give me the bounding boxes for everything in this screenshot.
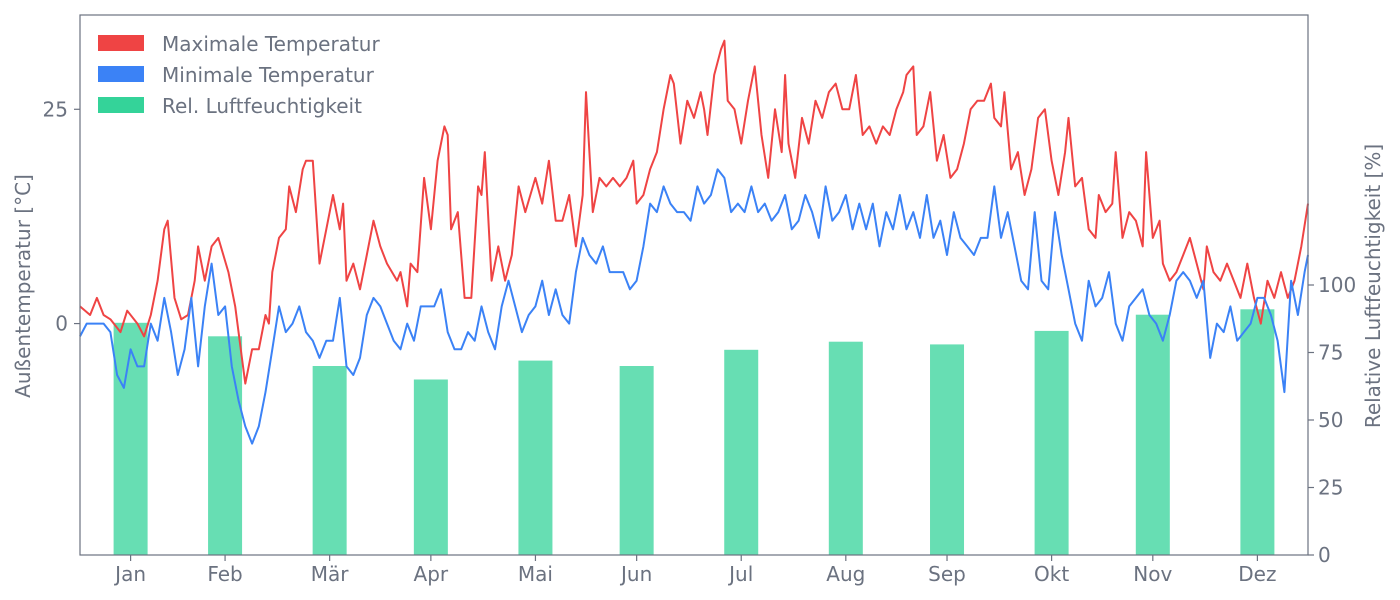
x-tick-label-1: Feb <box>207 562 242 586</box>
humidity-bar-9 <box>1034 330 1069 555</box>
humidity-bar-8 <box>930 344 965 555</box>
humidity-bar-4 <box>518 360 553 555</box>
legend-swatch-max <box>98 35 144 51</box>
humidity-bar-3 <box>413 379 448 555</box>
y-axis-title-left: Außentemperatur [°C] <box>11 174 35 398</box>
legend-label-min: Minimale Temperatur <box>162 63 375 87</box>
legend: Maximale Temperatur Minimale Temperatur … <box>98 32 380 118</box>
humidity-bar-7 <box>828 341 863 555</box>
x-tick-label-8: Sep <box>928 562 966 586</box>
humidity-bar-5 <box>619 366 654 555</box>
y2-tick-label-3: 75 <box>1318 341 1343 365</box>
y2-tick-label-2: 50 <box>1318 408 1343 432</box>
temperature-lines <box>79 39 1309 445</box>
y2-tick-label-1: 25 <box>1318 476 1343 500</box>
x-tick-label-4: Mai <box>518 562 553 586</box>
humidity-bar-1 <box>208 336 243 555</box>
y2-tick-label-0: 0 <box>1318 543 1331 567</box>
series-line-1 <box>79 168 1309 445</box>
y-tick-label-1: 25 <box>43 97 68 121</box>
axes: 0 25 0 25 50 75 100 Jan Feb Mär Apr Mai Jun Jul Aug Sep… <box>43 97 1357 586</box>
y-tick-label-0: 0 <box>55 312 68 336</box>
humidity-bar-11 <box>1240 309 1275 555</box>
humidity-bar-6 <box>724 349 759 555</box>
x-tick-label-11: Dez <box>1238 562 1276 586</box>
legend-swatch-min <box>98 66 144 82</box>
x-tick-label-9: Okt <box>1034 562 1069 586</box>
humidity-bar-2 <box>312 366 347 555</box>
y2-tick-label-4: 100 <box>1318 273 1356 297</box>
x-tick-label-2: Mär <box>311 562 350 586</box>
legend-swatch-humidity <box>98 97 144 113</box>
x-tick-label-3: Apr <box>414 562 449 586</box>
x-tick-label-5: Jun <box>619 562 652 586</box>
x-tick-label-10: Nov <box>1133 562 1172 586</box>
humidity-bar-0 <box>113 322 148 555</box>
series-line-0 <box>79 39 1309 385</box>
x-tick-label-7: Aug <box>826 562 865 586</box>
humidity-bar-10 <box>1135 314 1170 555</box>
humidity-bars <box>113 309 1275 555</box>
legend-label-max: Maximale Temperatur <box>162 32 380 56</box>
x-tick-label-0: Jan <box>113 562 146 586</box>
y-axis-title-right: Relative Luftfeuchtigkeit [%] <box>1361 144 1385 428</box>
legend-label-humidity: Rel. Luftfeuchtigkeit <box>162 94 362 118</box>
x-tick-label-6: Jul <box>727 562 753 586</box>
